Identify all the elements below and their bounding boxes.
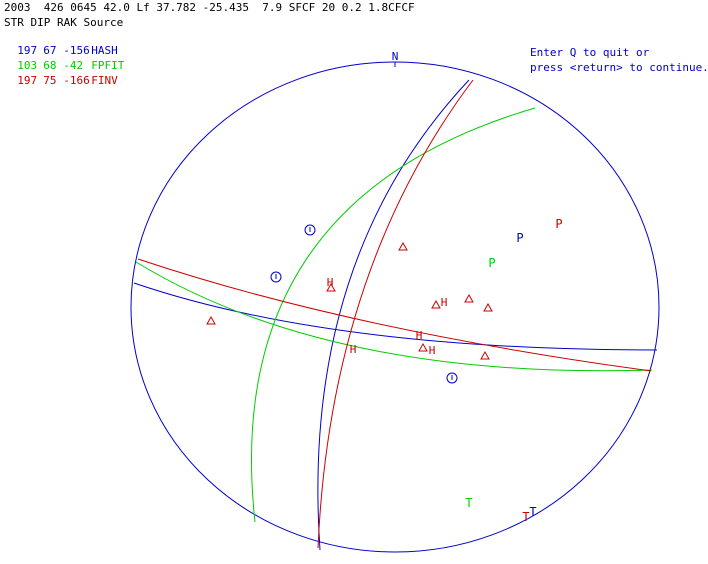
solution-rake: -42 bbox=[63, 59, 84, 72]
solution-row-fpfit: 103 68 -42 FPFIT bbox=[4, 45, 124, 73]
solution-source: FINV bbox=[91, 74, 118, 87]
event-header: 2003 426 0645 42.0 Lf 37.782 -25.435 7.9… bbox=[4, 1, 415, 14]
solution-strike: 197 bbox=[17, 74, 38, 87]
solution-strike: 103 bbox=[17, 59, 38, 72]
solution-strike: 197 bbox=[17, 44, 38, 57]
compression-triangle-marker bbox=[431, 299, 441, 309]
dilatation-circle-marker bbox=[446, 372, 458, 384]
finv-p-axis-label: P bbox=[555, 217, 562, 231]
solution-row-finv: 197 75 -166 FINV bbox=[4, 60, 118, 88]
station-label: H bbox=[429, 344, 436, 357]
solution-dip: 68 bbox=[43, 59, 57, 72]
hash-t-axis-label: T bbox=[529, 505, 536, 519]
solution-dip: 75 bbox=[43, 74, 57, 87]
compression-triangle-marker bbox=[483, 302, 493, 312]
dilatation-markers bbox=[270, 224, 458, 384]
hash-nodal-plane-2 bbox=[133, 282, 658, 351]
finv-nodal-plane-2 bbox=[137, 258, 652, 372]
compression-markers bbox=[206, 241, 493, 360]
station-label: H bbox=[441, 296, 448, 309]
solution-rake: -166 bbox=[63, 74, 90, 87]
compression-triangle-marker bbox=[398, 241, 408, 251]
hash-nodal-plane-1 bbox=[317, 79, 470, 551]
compression-triangle-marker bbox=[206, 315, 216, 325]
station-label: H bbox=[327, 276, 334, 289]
solution-dip: 67 bbox=[43, 44, 57, 57]
station-label: H bbox=[350, 343, 357, 356]
stereonet-boundary bbox=[130, 61, 660, 553]
column-header: STR DIP RAK Source bbox=[4, 16, 124, 29]
hash-p-axis-label: P bbox=[516, 231, 523, 245]
fpfit-nodal-plane-2 bbox=[135, 261, 653, 372]
compression-triangle-marker bbox=[418, 342, 428, 352]
station-label: H bbox=[416, 329, 423, 342]
solution-row-hash: 197 67 -156 HASH bbox=[4, 30, 118, 58]
prompt-line-1: Enter Q to quit or bbox=[530, 46, 650, 59]
finv-t-axis-label: T bbox=[522, 510, 529, 524]
solution-source: FPFIT bbox=[91, 59, 125, 72]
fpfit-nodal-plane-1 bbox=[251, 107, 536, 523]
solution-source: HASH bbox=[91, 44, 118, 57]
compression-triangle-marker bbox=[464, 293, 474, 303]
north-label: N bbox=[392, 50, 399, 63]
prompt-line-2: press <return> to continue. bbox=[530, 61, 708, 74]
continue-prompt: Enter Q to quit or press <return> to con… bbox=[530, 45, 708, 75]
solution-rake: -156 bbox=[63, 44, 90, 57]
dilatation-circle-marker bbox=[270, 271, 282, 283]
finv-nodal-plane-1 bbox=[317, 79, 474, 549]
compression-triangle-marker bbox=[480, 350, 490, 360]
fpfit-p-axis-label: P bbox=[488, 256, 495, 270]
dilatation-circle-marker bbox=[304, 224, 316, 236]
compression-triangle-marker bbox=[326, 282, 336, 292]
fpfit-t-axis-label: T bbox=[465, 496, 472, 510]
